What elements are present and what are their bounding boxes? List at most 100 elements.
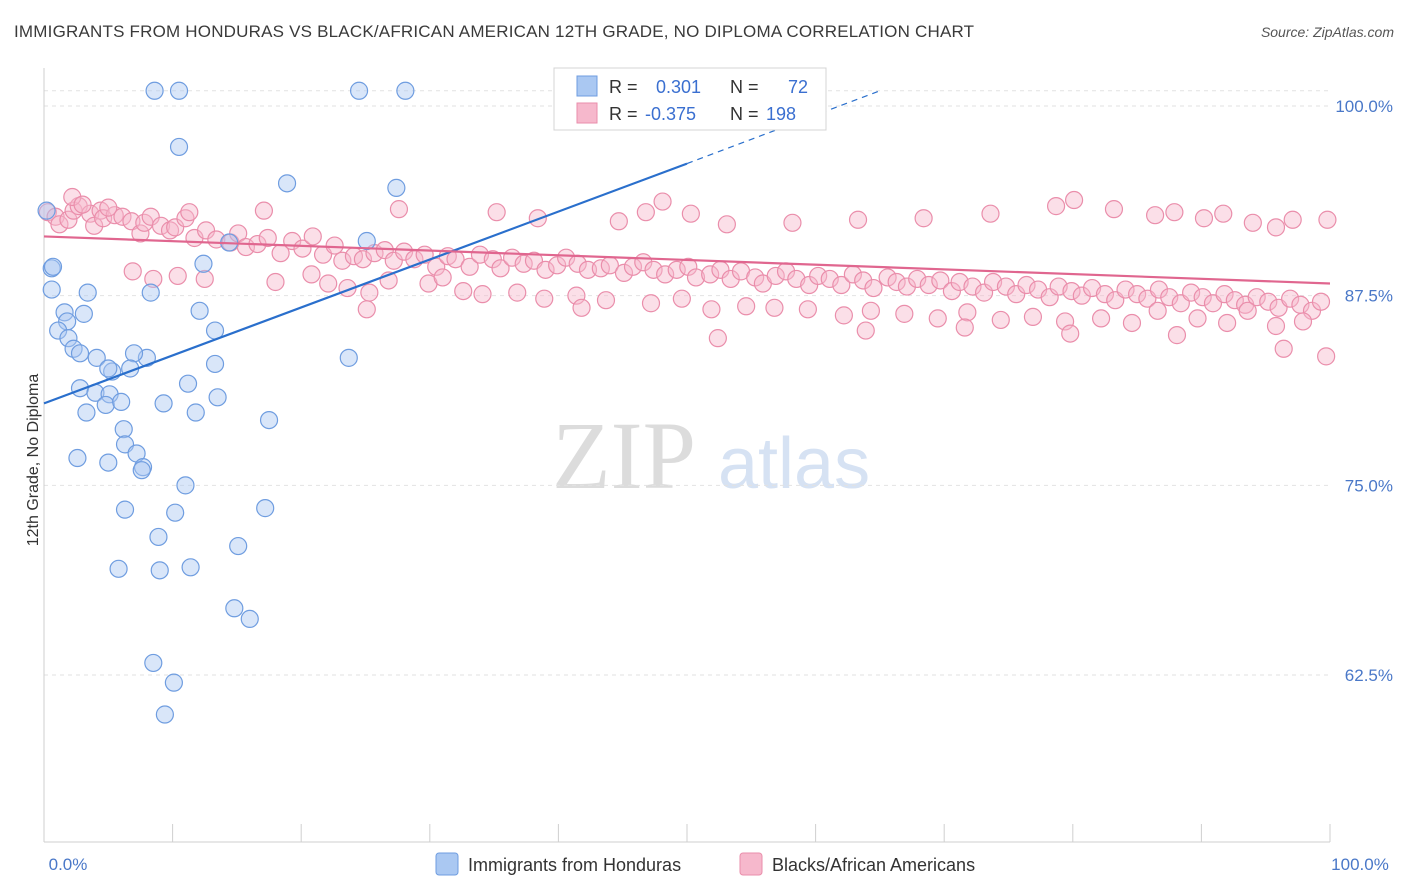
blue-data-point	[141, 283, 160, 302]
pink-data-point	[357, 300, 376, 319]
pink-data-point	[195, 269, 214, 289]
pink-data-point	[254, 201, 274, 220]
blue-data-point	[99, 453, 118, 472]
pink-trend-line	[43, 235, 1331, 285]
pink-data-point	[1023, 307, 1043, 326]
blue-data-point	[133, 458, 153, 477]
pink-data-point	[1225, 291, 1244, 310]
pink-data-point	[483, 250, 502, 269]
pink-data-point	[1274, 339, 1293, 358]
pink-data-point	[491, 259, 510, 278]
y-tick-label: 75.0%	[1345, 476, 1393, 495]
blue-data-point	[176, 476, 195, 495]
pink-data-point	[394, 242, 414, 261]
blue-data-point	[166, 503, 185, 522]
pink-data-point	[641, 294, 661, 313]
pink-data-point	[73, 195, 92, 214]
blue-data-point	[77, 403, 96, 422]
pink-data-point	[991, 310, 1010, 330]
pink-data-point	[1017, 275, 1036, 295]
pink-data-point	[701, 265, 720, 284]
pink-data-point	[1062, 281, 1081, 301]
pink-data-point	[536, 260, 555, 279]
pink-data-point	[144, 269, 163, 289]
pink-data-point	[897, 277, 917, 296]
pink-data-point	[99, 198, 118, 217]
pink-data-point	[914, 209, 933, 228]
pink-data-point	[861, 301, 880, 320]
pink-data-point	[131, 224, 150, 243]
pink-data-point	[168, 266, 187, 286]
stats-r-value-1: 0.301	[656, 77, 701, 97]
watermark-atlas: atlas	[718, 424, 870, 504]
blue-data-point	[74, 304, 93, 323]
pink-data-point	[1007, 285, 1026, 304]
blue-data-point	[169, 81, 189, 100]
x-tick-label-end: 100.0%	[1331, 855, 1389, 874]
blue-data-point	[155, 705, 174, 724]
blue-data-point	[43, 257, 63, 276]
pink-data-point	[1127, 285, 1147, 304]
blue-data-point	[144, 653, 163, 673]
pink-data-point	[636, 203, 655, 222]
pink-data-point	[1238, 301, 1257, 320]
pink-data-point	[1160, 288, 1179, 307]
blue-data-point	[259, 410, 279, 430]
stats-box: R = 0.301 N = 72 R = -0.375 N = 198	[553, 67, 827, 131]
pink-data-point	[473, 285, 492, 304]
pink-data-point	[856, 321, 875, 340]
pink-data-point	[672, 289, 691, 308]
chart-source: Source: ZipAtlas.com	[1260, 24, 1394, 40]
pink-data-point	[389, 200, 409, 219]
blue-trend-line	[43, 162, 688, 405]
stats-n-value-1: 72	[788, 77, 808, 97]
pink-data-point	[931, 271, 950, 290]
pink-data-point	[667, 260, 686, 279]
blue-data-point	[49, 321, 68, 340]
pink-data-point	[686, 268, 706, 287]
blue-data-point	[115, 500, 135, 519]
pink-data-point	[1293, 312, 1313, 331]
pink-data-point	[113, 207, 132, 226]
pink-data-point	[1215, 285, 1234, 304]
pink-data-point	[535, 289, 554, 308]
pink-data-point	[1194, 209, 1214, 228]
blue-data-point	[181, 558, 200, 577]
pink-data-point	[105, 206, 124, 225]
pink-data-point	[487, 203, 506, 222]
pink-data-point	[1266, 316, 1286, 336]
chart-title: IMMIGRANTS FROM HONDURAS VS BLACK/AFRICA…	[14, 22, 975, 41]
legend-pink-swatch	[739, 852, 763, 876]
blue-data-point	[205, 354, 225, 374]
pink-data-point	[1218, 313, 1237, 333]
pink-data-point	[1214, 204, 1233, 223]
pink-data-point	[303, 227, 322, 246]
stats-blue-swatch	[576, 75, 598, 97]
pink-data-point	[981, 204, 1000, 223]
pink-data-point	[1061, 324, 1080, 343]
pink-data-point	[1259, 292, 1278, 311]
pink-data-point	[325, 236, 344, 255]
blue-data-point	[256, 499, 275, 518]
pink-data-point	[1188, 309, 1207, 328]
blue-data-point	[387, 178, 406, 197]
blue-data-point	[87, 348, 106, 367]
pink-data-point	[1182, 283, 1201, 302]
blue-data-point	[186, 403, 205, 422]
pink-data-point	[928, 309, 947, 328]
pink-data-point	[895, 304, 914, 323]
stats-r-label-1: R =	[609, 77, 638, 97]
blue-series-points	[37, 81, 415, 724]
pink-data-point	[384, 251, 403, 270]
stats-n-value-2: 198	[766, 104, 796, 124]
pink-data-point	[572, 298, 591, 317]
pink-data-point	[717, 215, 736, 234]
blue-data-point	[194, 254, 213, 273]
blue-data-point	[124, 344, 144, 363]
pink-data-point	[958, 303, 977, 322]
blue-data-point	[149, 527, 168, 547]
pink-data-point	[1247, 288, 1266, 307]
legend-item-honduras: Immigrants from Honduras	[468, 855, 681, 875]
pink-data-point	[834, 306, 853, 325]
